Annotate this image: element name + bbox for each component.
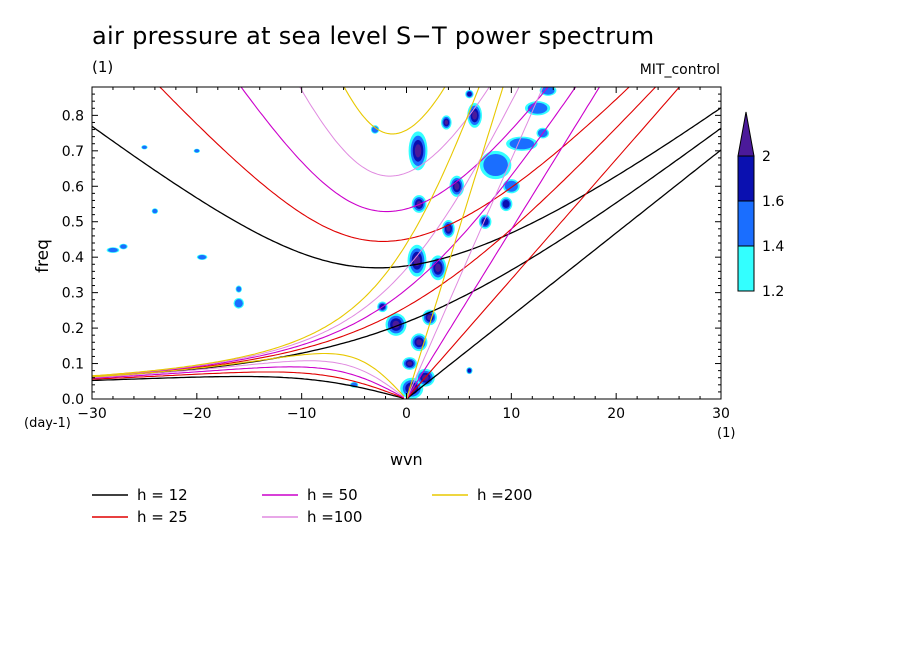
- dispersion-kelvin-h100: [406, 87, 544, 399]
- spectral-peak-8-level-3: [435, 263, 441, 273]
- spectral-peak-15-level-2: [467, 368, 472, 373]
- spectral-peak-33-level-2: [467, 91, 472, 97]
- dispersion-kelvin-h50: [406, 87, 601, 399]
- x-axis-unit: (1): [717, 426, 736, 441]
- legend-label-h200: h =200: [477, 486, 532, 504]
- chart-title: air pressure at sea level S−T power spec…: [92, 22, 655, 50]
- spectral-peak-30-level-1: [141, 145, 147, 149]
- x-tick-label: 10: [502, 406, 520, 422]
- dispersion-mrg-h100: [92, 87, 520, 377]
- spectral-peak-11-level-3: [454, 182, 460, 190]
- spectral-peak-24-level-1: [234, 299, 243, 308]
- y-tick-label: 0.7: [62, 144, 84, 160]
- colorbar: 1.2 1.4 1.6 2: [737, 111, 784, 300]
- y-tick-label: 0.1: [62, 357, 84, 373]
- spectral-peak-16-level-3: [444, 120, 449, 125]
- dispersion-mrg-h50: [92, 87, 577, 377]
- y-tick-label: 0.5: [62, 215, 84, 231]
- colorbar-label: 1.4: [762, 239, 784, 255]
- spectral-peak-20-level-1: [509, 138, 535, 150]
- dispersion-ig1-h100: [299, 87, 490, 177]
- spectral-peak-25-level-1: [236, 286, 242, 292]
- x-axis-label: wvn: [390, 450, 423, 469]
- dispersion-kelvin-h12: [406, 149, 721, 399]
- spectral-peak-9-level-3: [446, 225, 451, 232]
- x-tick-label: 30: [712, 406, 730, 422]
- dispersion-mrg-h12: [92, 127, 721, 378]
- spectral-peak-17-level-2: [502, 200, 510, 208]
- y-axis-unit: (day-1): [24, 416, 71, 431]
- dispersion-er-h25: [92, 371, 405, 399]
- y-tick-label: 0.4: [62, 250, 84, 266]
- colorbar-segment-2: [737, 155, 755, 202]
- x-tick-label: −30: [77, 406, 107, 422]
- colorbar-overflow-arrow: [737, 111, 755, 157]
- dispersion-kelvin-h200: [405, 87, 504, 399]
- dispersion-mrg-h25: [92, 87, 657, 378]
- dispersion-er-h50: [92, 366, 405, 399]
- y-tick-label: 0.3: [62, 286, 84, 302]
- dispersion-ig1-h25: [159, 87, 630, 242]
- spectral-peak-26-level-1: [120, 244, 127, 249]
- y-tick-label: 0.2: [62, 321, 84, 337]
- x-tick-label: 0: [402, 406, 411, 422]
- axis-ticks: −30 −20 −10 0 10 20 30 0.0 0.1 0.2 0.3 0.4 0.5 0.6 0.7…: [62, 87, 730, 422]
- y-tick-label: 0.8: [62, 108, 84, 124]
- legend: h = 12 h = 25 h = 50 h =100 h =200: [92, 486, 532, 526]
- dispersion-ig1-h50: [240, 87, 549, 213]
- dispersion-ig1-h12: [92, 107, 721, 269]
- x-tick-label: −10: [287, 406, 317, 422]
- y-tick-label: 0.6: [62, 179, 84, 195]
- spectral-peak-23-level-1: [371, 126, 379, 133]
- dispersion-ig1-h200: [343, 87, 446, 135]
- spectral-peak-2-level-3: [407, 361, 413, 366]
- spectral-peak-27-level-1: [108, 247, 118, 253]
- spectral-peak-34-level-1: [541, 87, 555, 95]
- y-axis-label: freq: [32, 239, 53, 273]
- spectral-peak-28-level-1: [197, 254, 207, 260]
- run-name-label: MIT_control: [639, 62, 720, 78]
- dispersion-er-h12: [92, 375, 405, 399]
- x-tick-label: 20: [607, 406, 625, 422]
- spectral-peak-19-level-1: [483, 153, 508, 177]
- spectral-peak-31-level-1: [152, 208, 158, 214]
- spectral-peak-13-level-3: [472, 111, 478, 120]
- spectrum-contours: [106, 87, 557, 399]
- x-tick-label: −20: [182, 406, 212, 422]
- colorbar-label: 1.2: [762, 284, 784, 300]
- dispersion-er-h100: [92, 360, 405, 398]
- spectral-peak-3-level-3: [416, 339, 422, 346]
- y-tick-label: 0.0: [62, 392, 84, 408]
- dispersion-curves: [92, 87, 721, 399]
- spectral-peak-12-level-3: [414, 144, 422, 158]
- colorbar-label: 2: [762, 149, 771, 165]
- colorbar-segment-1: [737, 200, 755, 247]
- dispersion-kelvin-h25: [406, 87, 681, 399]
- dispersion-mrg-h200: [92, 87, 480, 377]
- legend-label-h25: h = 25: [137, 508, 188, 526]
- dispersion-er-h200: [92, 352, 405, 397]
- spectral-peak-22-level-1: [504, 180, 518, 192]
- chart-unit-label: (1): [92, 58, 114, 76]
- legend-label-h12: h = 12: [137, 486, 188, 504]
- spectral-peak-29-level-1: [194, 149, 200, 153]
- colorbar-label: 1.6: [762, 194, 784, 210]
- colorbar-segment-0: [737, 245, 755, 292]
- legend-label-h100: h =100: [307, 508, 362, 526]
- legend-label-h50: h = 50: [307, 486, 358, 504]
